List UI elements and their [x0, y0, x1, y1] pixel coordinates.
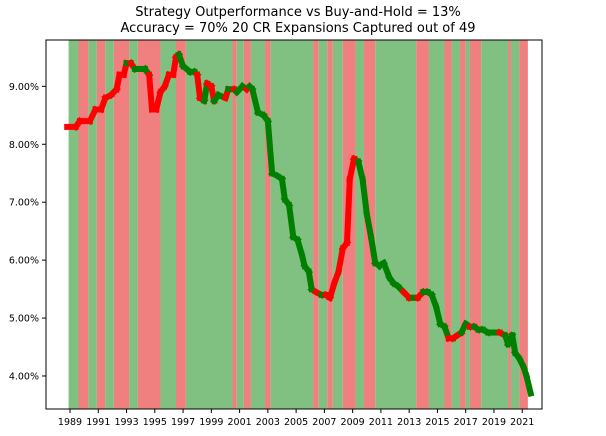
- prediction-bands: [68, 40, 528, 409]
- line-segment-gain: [359, 175, 371, 218]
- y-tick-label: 9.00%: [9, 82, 39, 93]
- band-wrong-5: [113, 40, 130, 409]
- band-correct-4: [105, 40, 114, 409]
- band-wrong-35: [519, 40, 528, 409]
- x-tick-label: 2007: [312, 417, 336, 428]
- line-segment-loss: [346, 155, 358, 183]
- line-segment-gain: [363, 210, 375, 241]
- band-correct-0: [68, 40, 79, 409]
- band-correct-22: [355, 40, 364, 409]
- line-segment-gain: [248, 85, 262, 117]
- band-correct-14: [250, 40, 266, 409]
- x-tick-label: 2013: [397, 417, 421, 428]
- y-tick-label: 8.00%: [9, 140, 39, 151]
- x-tick-label: 1993: [114, 417, 138, 428]
- band-correct-20: [332, 40, 343, 409]
- band-correct-10: [185, 40, 233, 409]
- band-correct-18: [318, 40, 328, 409]
- x-axis: 1989 1991 1993 1995 1997 1999 2001 2003 2005 2007…: [58, 409, 534, 428]
- x-tick-label: 2011: [369, 417, 393, 428]
- plot-frame: [45, 39, 543, 410]
- band-wrong-17: [313, 40, 319, 409]
- band-correct-26: [428, 40, 445, 409]
- y-axis: 4.00% 5.00% 6.00% 7.00% 8.00% 9.00%: [9, 82, 46, 382]
- line-segment-gain: [278, 175, 289, 203]
- band-wrong-31: [469, 40, 482, 409]
- y-tick-label: 5.00%: [9, 314, 39, 325]
- band-wrong-11: [232, 40, 237, 409]
- line-segment-gain: [264, 117, 276, 177]
- y-tick-label: 6.00%: [9, 256, 39, 267]
- line-segment-loss: [145, 71, 156, 113]
- band-correct-34: [510, 40, 520, 409]
- band-wrong-7: [137, 40, 161, 409]
- x-tick-label: 2009: [341, 417, 365, 428]
- y-tick-label: 4.00%: [9, 371, 39, 382]
- band-wrong-13: [243, 40, 251, 409]
- band-wrong-3: [96, 40, 106, 409]
- band-correct-2: [88, 40, 97, 409]
- x-tick-label: 1989: [58, 417, 82, 428]
- band-correct-24: [375, 40, 417, 409]
- x-tick-label: 2019: [482, 417, 506, 428]
- rate-line: [64, 50, 535, 397]
- band-correct-6: [129, 40, 138, 409]
- line-segment-gain: [285, 201, 297, 241]
- band-correct-28: [451, 40, 461, 409]
- band-wrong-25: [416, 40, 429, 409]
- band-wrong-29: [460, 40, 466, 409]
- band-wrong-27: [444, 40, 452, 409]
- line-segment-gain: [367, 233, 379, 267]
- band-wrong-9: [176, 40, 186, 409]
- x-tick-label: 2001: [228, 417, 252, 428]
- band-correct-32: [481, 40, 509, 409]
- chart-title: Strategy Outperformance vs Buy-and-Hold …: [135, 5, 461, 20]
- band-correct-12: [236, 40, 244, 409]
- line-segment-loss: [343, 175, 353, 246]
- x-tick-label: 2015: [425, 417, 449, 428]
- band-wrong-15: [265, 40, 271, 409]
- x-tick-label: 2017: [454, 417, 478, 428]
- x-tick-label: 1999: [199, 417, 223, 428]
- chart-subtitle: Accuracy = 70% 20 CR Expansions Captured…: [121, 21, 476, 36]
- band-wrong-1: [78, 40, 89, 409]
- y-tick-label: 7.00%: [9, 198, 39, 209]
- band-correct-30: [465, 40, 470, 409]
- x-tick-label: 2005: [284, 417, 308, 428]
- band-wrong-19: [327, 40, 333, 409]
- band-wrong-33: [508, 40, 511, 409]
- line-segment-gain: [522, 372, 535, 397]
- x-tick-label: 1991: [86, 417, 110, 428]
- x-tick-label: 1997: [171, 417, 195, 428]
- x-tick-label: 1995: [143, 417, 167, 428]
- line-segment-loss: [335, 245, 347, 276]
- x-tick-label: 2003: [256, 417, 280, 428]
- x-tick-label: 2021: [510, 417, 534, 428]
- band-correct-8: [160, 40, 177, 409]
